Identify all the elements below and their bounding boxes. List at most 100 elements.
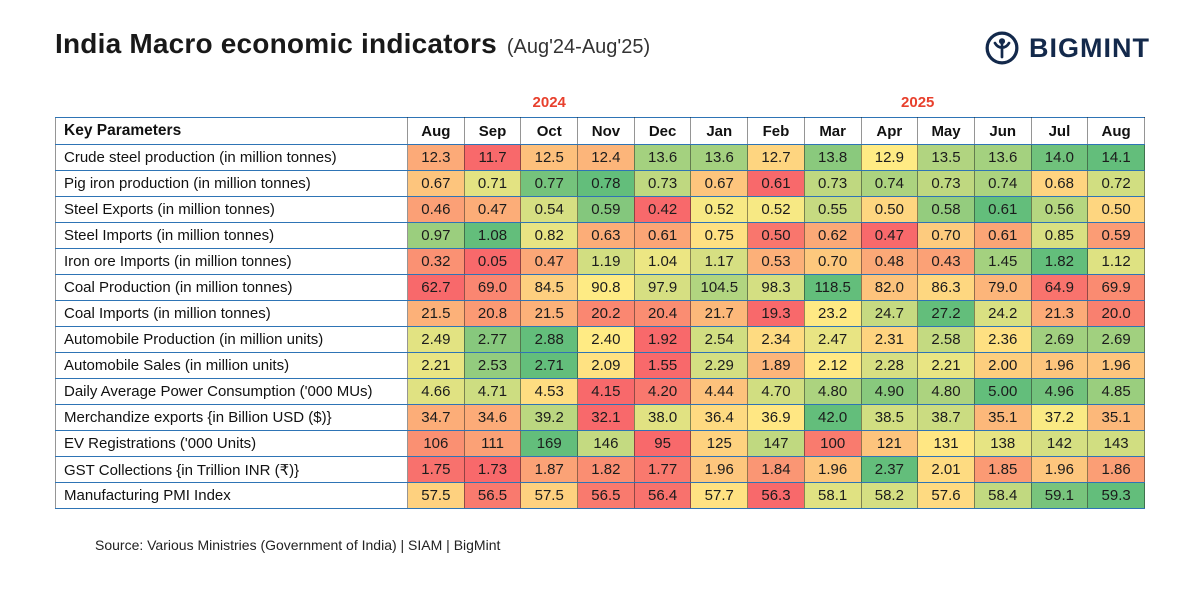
brand-name: BIGMINT <box>1029 32 1150 63</box>
value-cell: 0.59 <box>1087 222 1145 249</box>
brand-logo: BIGMINT <box>984 30 1150 66</box>
value-cell: 2.69 <box>1087 326 1145 353</box>
value-cell: 1.96 <box>1030 456 1089 483</box>
value-cell: 1.89 <box>747 352 805 379</box>
value-cell: 57.5 <box>407 482 465 509</box>
table-row: Merchandize exports {in Billion USD ($)}… <box>55 404 1145 431</box>
value-cell: 104.5 <box>690 274 749 301</box>
value-cell: 0.73 <box>803 170 862 197</box>
value-cell: 57.7 <box>690 482 749 509</box>
value-cell: 0.55 <box>803 196 862 223</box>
month-header: Apr <box>860 117 919 145</box>
title-block: India Macro economic indicators (Aug'24-… <box>55 28 650 60</box>
month-header: Dec <box>633 117 692 145</box>
value-cell: 0.70 <box>917 222 975 249</box>
value-cell: 143 <box>1087 430 1145 457</box>
value-cell: 169 <box>520 430 579 457</box>
row-label: Coal Imports (in million tonnes) <box>55 300 408 327</box>
value-cell: 21.5 <box>520 300 579 327</box>
value-cell: 0.62 <box>803 222 862 249</box>
value-cell: 98.3 <box>747 274 805 301</box>
value-cell: 57.5 <box>520 482 579 509</box>
value-cell: 21.5 <box>407 300 465 327</box>
value-cell: 106 <box>407 430 465 457</box>
value-cell: 0.77 <box>520 170 579 197</box>
value-cell: 79.0 <box>973 274 1032 301</box>
value-cell: 0.61 <box>973 222 1032 249</box>
month-header: Jan <box>690 117 749 145</box>
value-cell: 34.7 <box>407 404 465 431</box>
value-cell: 146 <box>577 430 635 457</box>
value-cell: 2.49 <box>407 326 465 353</box>
value-cell: 0.70 <box>803 248 862 275</box>
month-header: Nov <box>577 117 635 145</box>
value-cell: 14.1 <box>1087 144 1145 171</box>
value-cell: 4.96 <box>1030 378 1089 405</box>
value-cell: 20.4 <box>633 300 692 327</box>
page-subtitle: (Aug'24-Aug'25) <box>506 36 651 58</box>
row-label: GST Collections {in Trillion INR (₹)} <box>55 456 408 483</box>
value-cell: 0.67 <box>407 170 465 197</box>
value-cell: 58.2 <box>860 482 919 509</box>
row-label: Iron ore Imports (in million tonnes) <box>55 248 408 275</box>
value-cell: 4.70 <box>747 378 805 405</box>
value-cell: 57.6 <box>917 482 975 509</box>
value-cell: 0.50 <box>747 222 805 249</box>
value-cell: 0.75 <box>690 222 749 249</box>
value-cell: 2.69 <box>1030 326 1089 353</box>
value-cell: 13.6 <box>633 144 692 171</box>
value-cell: 0.50 <box>860 196 919 223</box>
value-cell: 1.17 <box>690 248 749 275</box>
value-cell: 2.71 <box>520 352 579 379</box>
value-cell: 1.96 <box>690 456 749 483</box>
value-cell: 62.7 <box>407 274 465 301</box>
value-cell: 2.29 <box>690 352 749 379</box>
value-cell: 2.21 <box>917 352 975 379</box>
value-cell: 2.54 <box>690 326 749 353</box>
value-cell: 2.09 <box>577 352 635 379</box>
value-cell: 0.52 <box>690 196 749 223</box>
row-label: Crude steel production (in million tonne… <box>55 144 408 171</box>
value-cell: 0.47 <box>463 196 522 223</box>
value-cell: 2.37 <box>860 456 919 483</box>
value-cell: 11.7 <box>463 144 522 171</box>
value-cell: 0.05 <box>463 248 522 275</box>
value-cell: 56.5 <box>577 482 635 509</box>
value-cell: 4.80 <box>917 378 975 405</box>
value-cell: 0.43 <box>917 248 975 275</box>
value-cell: 4.80 <box>803 378 862 405</box>
value-cell: 23.2 <box>803 300 862 327</box>
value-cell: 2.12 <box>803 352 862 379</box>
value-cell: 38.5 <box>860 404 919 431</box>
month-header: Aug <box>1087 117 1145 145</box>
value-cell: 2.21 <box>407 352 465 379</box>
month-header: Mar <box>803 117 862 145</box>
value-cell: 0.67 <box>690 170 749 197</box>
value-cell: 2.47 <box>803 326 862 353</box>
value-cell: 35.1 <box>1087 404 1145 431</box>
value-cell: 4.53 <box>520 378 579 405</box>
value-cell: 0.59 <box>577 196 635 223</box>
value-cell: 0.53 <box>747 248 805 275</box>
value-cell: 97.9 <box>633 274 692 301</box>
value-cell: 0.56 <box>1030 196 1089 223</box>
value-cell: 1.92 <box>633 326 692 353</box>
value-cell: 82.0 <box>860 274 919 301</box>
value-cell: 0.73 <box>633 170 692 197</box>
value-cell: 1.96 <box>1087 352 1145 379</box>
table-row: Coal Imports (in million tonnes) 21.5 20.8… <box>55 300 1145 327</box>
value-cell: 59.1 <box>1030 482 1089 509</box>
value-cell: 2.28 <box>860 352 919 379</box>
row-label: Merchandize exports {in Billion USD ($)} <box>55 404 408 431</box>
value-cell: 1.85 <box>973 456 1032 483</box>
value-cell: 1.55 <box>633 352 692 379</box>
value-cell: 1.75 <box>407 456 465 483</box>
value-cell: 147 <box>747 430 805 457</box>
table-row: Daily Average Power Consumption ('000 MU… <box>55 378 1145 405</box>
value-cell: 12.7 <box>747 144 805 171</box>
value-cell: 2.53 <box>463 352 522 379</box>
value-cell: 1.82 <box>1030 248 1089 275</box>
value-cell: 100 <box>803 430 862 457</box>
value-cell: 131 <box>917 430 975 457</box>
value-cell: 0.61 <box>633 222 692 249</box>
